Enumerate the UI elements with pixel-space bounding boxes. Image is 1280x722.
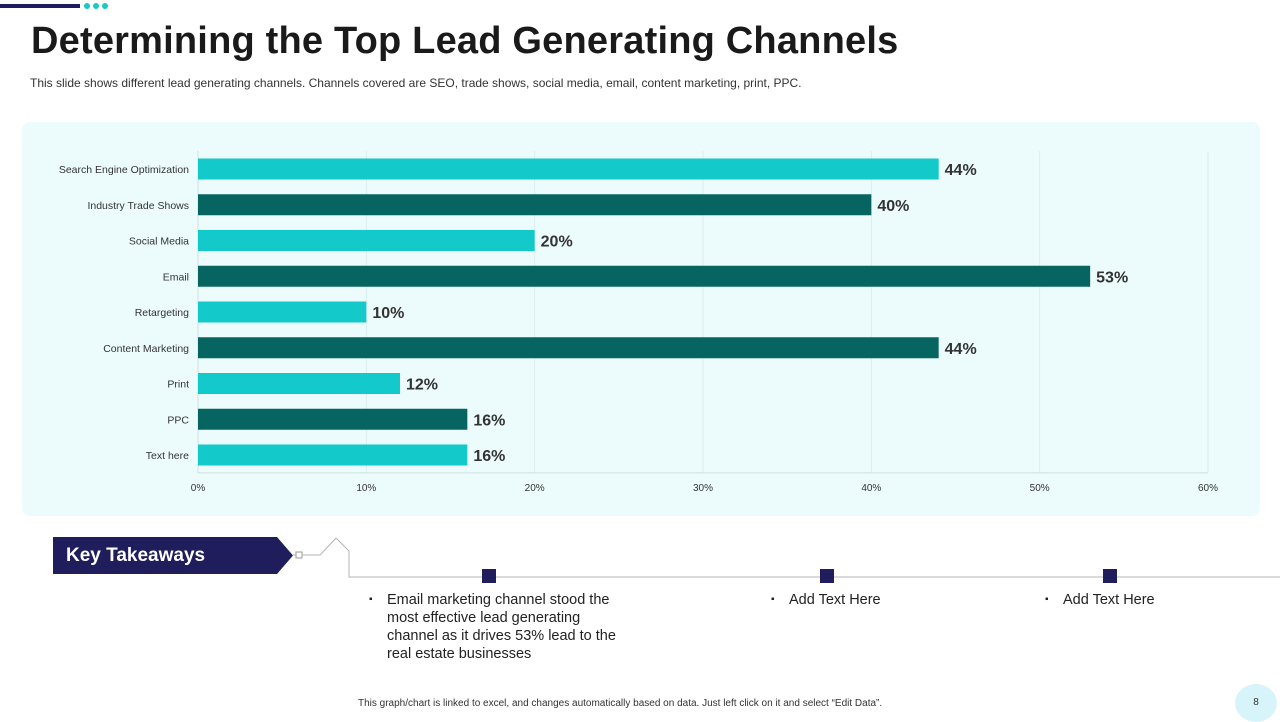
takeaway-item-2: ▪ Add Text Here <box>771 591 971 609</box>
bar[interactable] <box>198 301 367 323</box>
slide-subtitle: This slide shows different lead generati… <box>30 76 802 90</box>
takeaway-text: Email marketing channel stood the most e… <box>387 592 616 662</box>
chart-panel[interactable]: Search Engine Optimization 44% Industry Tr… <box>22 122 1260 516</box>
takeaway-item-1: ▪ Email marketing channel stood the most… <box>369 591 619 663</box>
x-tick-label: 20% <box>525 483 545 494</box>
x-tick-label: 50% <box>1030 483 1050 494</box>
x-tick-label: 0% <box>191 483 206 494</box>
data-label: 44% <box>945 341 977 358</box>
page-number: 8 <box>1235 684 1277 722</box>
top-accent-bar <box>0 4 80 8</box>
connector-line <box>293 537 1280 578</box>
data-label: 20% <box>541 234 573 251</box>
category-label: Text here <box>146 450 189 462</box>
accent-dot <box>93 3 99 9</box>
takeaway-marker <box>482 569 496 583</box>
data-label: 40% <box>877 198 909 215</box>
category-label: PPC <box>167 414 189 426</box>
takeaway-text: Add Text Here <box>1063 592 1155 608</box>
category-label: Industry Trade Shows <box>87 200 189 212</box>
bar[interactable] <box>198 158 939 180</box>
category-label: Search Engine Optimization <box>59 164 189 176</box>
bar[interactable] <box>198 444 468 466</box>
bar[interactable] <box>198 230 535 251</box>
x-tick-label: 40% <box>861 483 881 494</box>
takeaway-marker <box>820 569 834 583</box>
takeaway-text: Add Text Here <box>789 592 881 608</box>
bar[interactable] <box>198 337 939 359</box>
bar[interactable] <box>198 373 400 394</box>
x-tick-label: 60% <box>1198 483 1218 494</box>
category-label: Social Media <box>129 236 189 248</box>
data-label: 53% <box>1096 269 1128 286</box>
bullet-icon: ▪ <box>369 594 373 605</box>
accent-dot <box>102 3 108 9</box>
x-tick-label: 30% <box>693 483 713 494</box>
bar[interactable] <box>198 194 872 216</box>
accent-dot <box>84 3 90 9</box>
takeaway-item-3: ▪ Add Text Here <box>1045 591 1245 609</box>
bullet-icon: ▪ <box>1045 594 1049 605</box>
bullet-icon: ▪ <box>771 594 775 605</box>
x-tick-label: 10% <box>356 483 376 494</box>
data-label: 16% <box>473 412 505 429</box>
takeaway-marker <box>1103 569 1117 583</box>
top-accent-dots <box>84 3 108 9</box>
data-label: 44% <box>945 162 977 179</box>
data-label: 12% <box>406 377 438 394</box>
slide-title: Determining the Top Lead Generating Chan… <box>31 20 899 62</box>
category-label: Print <box>167 379 189 391</box>
data-label: 10% <box>372 305 404 322</box>
data-label: 16% <box>473 448 505 465</box>
category-label: Retargeting <box>135 307 189 319</box>
key-takeaways-banner: Key Takeaways <box>53 537 293 574</box>
chart-footnote: This graph/chart is linked to excel, and… <box>358 698 883 709</box>
category-label: Content Marketing <box>103 343 189 355</box>
connector-node <box>295 551 303 559</box>
category-label: Email <box>163 271 189 283</box>
bar-chart[interactable]: Search Engine Optimization 44% Industry Tr… <box>22 122 1260 516</box>
bar[interactable] <box>198 265 1091 287</box>
bar[interactable] <box>198 408 468 430</box>
